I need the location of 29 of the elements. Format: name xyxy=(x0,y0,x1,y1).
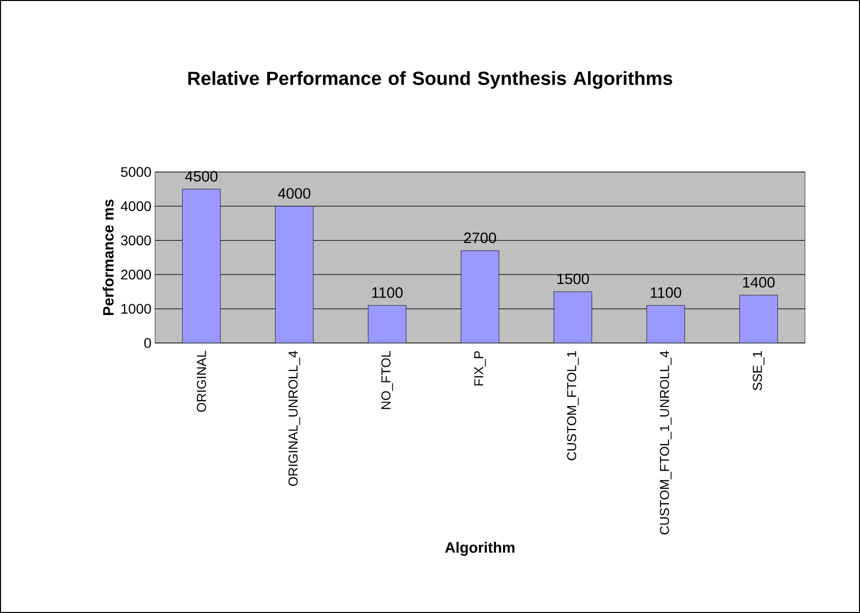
y-tick-label: 4000 xyxy=(120,201,151,212)
data-label: 4500 xyxy=(185,170,218,182)
bar xyxy=(646,305,685,343)
y-tick-label: 5000 xyxy=(121,167,151,177)
data-label: 1400 xyxy=(743,277,775,288)
bar xyxy=(368,305,406,343)
y-axis-title: Performance ms xyxy=(102,200,114,316)
x-axis-title: Algorithm xyxy=(445,542,514,556)
chart-title: Relative Performance of Sound Synthesis Algorithms xyxy=(188,71,672,89)
y-tick-label: 2000 xyxy=(121,270,151,280)
data-label: 1500 xyxy=(557,274,589,284)
x-tick-label: ORIGINAL xyxy=(196,350,206,412)
y-tick-label: 1000 xyxy=(122,304,151,314)
x-tick-label: CUSTOM_FTOL_1_UNROLL_4 xyxy=(660,350,672,534)
bar xyxy=(460,250,500,343)
bar xyxy=(739,294,778,343)
bar xyxy=(182,188,221,343)
bar xyxy=(275,206,314,343)
x-tick-label: ORIGINAL_UNROLL_4 xyxy=(288,350,300,486)
x-tick-label: NO_FTOL xyxy=(381,350,393,409)
y-tick-label: 0 xyxy=(144,338,151,348)
data-label: 4000 xyxy=(278,188,310,199)
data-label: 1100 xyxy=(372,287,403,298)
x-tick-label: CUSTOM_FTOL_1 xyxy=(567,351,579,460)
x-tick-label: FIX_P xyxy=(474,351,486,386)
x-tick-label: SSE_1 xyxy=(752,351,764,390)
bar xyxy=(554,291,592,343)
data-label: 1100 xyxy=(650,287,682,298)
y-tick-label: 3000 xyxy=(120,235,151,246)
